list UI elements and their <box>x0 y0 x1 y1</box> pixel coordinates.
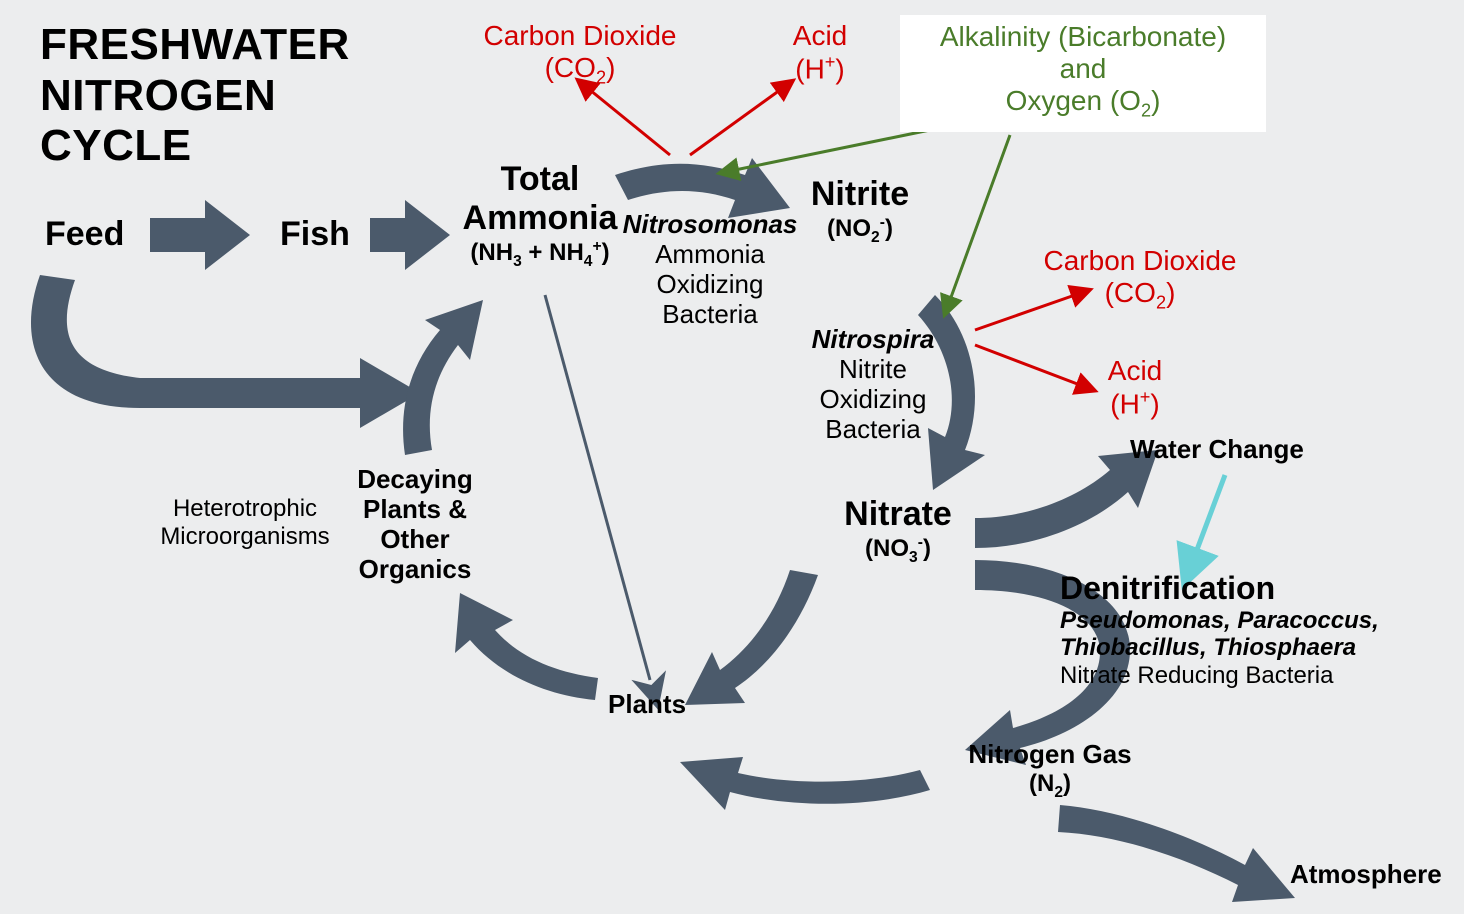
nitrosomonas-l4: Bacteria <box>620 300 800 330</box>
node-denitrification: Denitrification Pseudomonas, Paracoccus,… <box>1060 570 1460 690</box>
arrow-feed-ammonia-curve <box>31 275 420 428</box>
node-nitrite-label: Nitrite <box>780 175 940 214</box>
annotation-acid-top: Acid(H+) <box>760 20 880 86</box>
arrow-decaying-ammonia <box>403 300 483 455</box>
node-water-change: Water Change <box>1130 435 1304 465</box>
arrow-nitrate-plants <box>685 570 818 705</box>
node-heterotrophic: HeterotrophicMicroorganisms <box>145 495 345 550</box>
denitr-bacteria-1: Pseudomonas, Paracoccus, <box>1060 607 1460 635</box>
denitr-bacteria-3: Nitrate Reducing Bacteria <box>1060 662 1460 690</box>
arrow-alk-nitrif2 <box>950 135 1010 300</box>
annotation-alkalinity-oxygen: Alkalinity (Bicarbonate)andOxygen (O2) <box>900 15 1266 132</box>
node-decaying: DecayingPlants &OtherOrganics <box>330 465 500 585</box>
nitrospira-l4: Bacteria <box>793 415 953 445</box>
nitrosomonas-l2: Ammonia <box>620 240 800 270</box>
node-plants: Plants <box>608 690 686 720</box>
arrow-n2-plants <box>680 757 930 810</box>
annotation-nitrospira: Nitrospira Nitrite Oxidizing Bacteria <box>793 325 953 445</box>
node-denitrification-label: Denitrification <box>1060 570 1460 607</box>
arrow-fish-ammonia <box>370 200 450 270</box>
denitr-bacteria-2: Thiobacillus, Thiosphaera <box>1060 634 1460 662</box>
node-nitrite: Nitrite (NO2-) <box>780 175 940 247</box>
node-n2: Nitrogen Gas (N2) <box>940 740 1160 802</box>
nitrosomonas-name: Nitrosomonas <box>620 210 800 240</box>
node-nitrate-formula: (NO3-) <box>818 534 978 567</box>
diagram-canvas: FRESHWATERNITROGENCYCLE Feed Fish TotalA… <box>0 0 1464 914</box>
nitrosomonas-l3: Oxidizing <box>620 270 800 300</box>
annotation-co2-top: Carbon Dioxide(CO2) <box>460 20 700 89</box>
annotation-co2-mid: Carbon Dioxide(CO2) <box>1020 245 1260 314</box>
arrow-nitrif-co2-top <box>590 90 670 155</box>
arrow-n2-atmosphere <box>1058 805 1295 902</box>
node-atmosphere: Atmosphere <box>1290 860 1442 890</box>
node-nitrate: Nitrate (NO3-) <box>818 495 978 567</box>
arrow-alk-nitrif1 <box>735 130 930 170</box>
nitrospira-l2: Nitrite <box>793 355 953 385</box>
annotation-acid-mid: Acid(H+) <box>1075 355 1195 421</box>
node-feed: Feed <box>45 215 124 254</box>
arrow-plants-decaying <box>455 593 598 700</box>
node-n2-formula: (N2) <box>940 770 1160 802</box>
node-fish: Fish <box>280 215 350 254</box>
nitrospira-name: Nitrospira <box>793 325 953 355</box>
annotation-nitrosomonas: Nitrosomonas Ammonia Oxidizing Bacteria <box>620 210 800 330</box>
node-n2-label: Nitrogen Gas <box>940 740 1160 770</box>
arrow-ammonia-plants-thin <box>545 295 650 680</box>
nitrospira-l3: Oxidizing <box>793 385 953 415</box>
arrow-feed-fish <box>150 200 250 270</box>
node-nitrate-label: Nitrate <box>818 495 978 534</box>
arrow-nitrif-acid-top <box>690 90 780 155</box>
node-ammonia-label: TotalAmmonia <box>440 160 640 238</box>
arrow-watercg-denitr <box>1195 475 1225 555</box>
node-nitrite-formula: (NO2-) <box>780 214 940 247</box>
arrow-nitrif2-acid-mid <box>975 345 1080 385</box>
node-ammonia: TotalAmmonia (NH3 + NH4+) <box>440 160 640 271</box>
diagram-title: FRESHWATERNITROGENCYCLE <box>40 20 460 172</box>
node-ammonia-formula: (NH3 + NH4+) <box>440 238 640 271</box>
